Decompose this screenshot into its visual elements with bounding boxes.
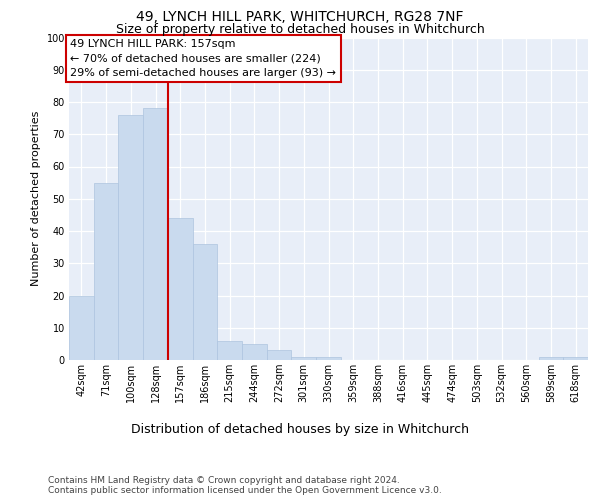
Y-axis label: Number of detached properties: Number of detached properties (31, 111, 41, 286)
Text: Contains HM Land Registry data © Crown copyright and database right 2024.
Contai: Contains HM Land Registry data © Crown c… (48, 476, 442, 495)
Bar (69, 296, 94, 360)
Bar (94, 182, 118, 360)
Text: Distribution of detached houses by size in Whitchurch: Distribution of detached houses by size … (131, 422, 469, 436)
Bar (316, 357, 341, 360)
Bar (217, 340, 242, 360)
Text: 49 LYNCH HILL PARK: 157sqm
← 70% of detached houses are smaller (224)
29% of sem: 49 LYNCH HILL PARK: 157sqm ← 70% of deta… (70, 39, 336, 78)
Bar (563, 357, 588, 360)
Bar (292, 357, 316, 360)
Bar (193, 244, 217, 360)
Text: 49, LYNCH HILL PARK, WHITCHURCH, RG28 7NF: 49, LYNCH HILL PARK, WHITCHURCH, RG28 7N… (136, 10, 464, 24)
Bar (168, 218, 193, 360)
Text: Size of property relative to detached houses in Whitchurch: Size of property relative to detached ho… (116, 23, 484, 36)
Bar (118, 115, 143, 360)
Bar (242, 344, 267, 360)
Bar (267, 350, 292, 360)
Bar (143, 108, 168, 360)
Bar (539, 357, 563, 360)
